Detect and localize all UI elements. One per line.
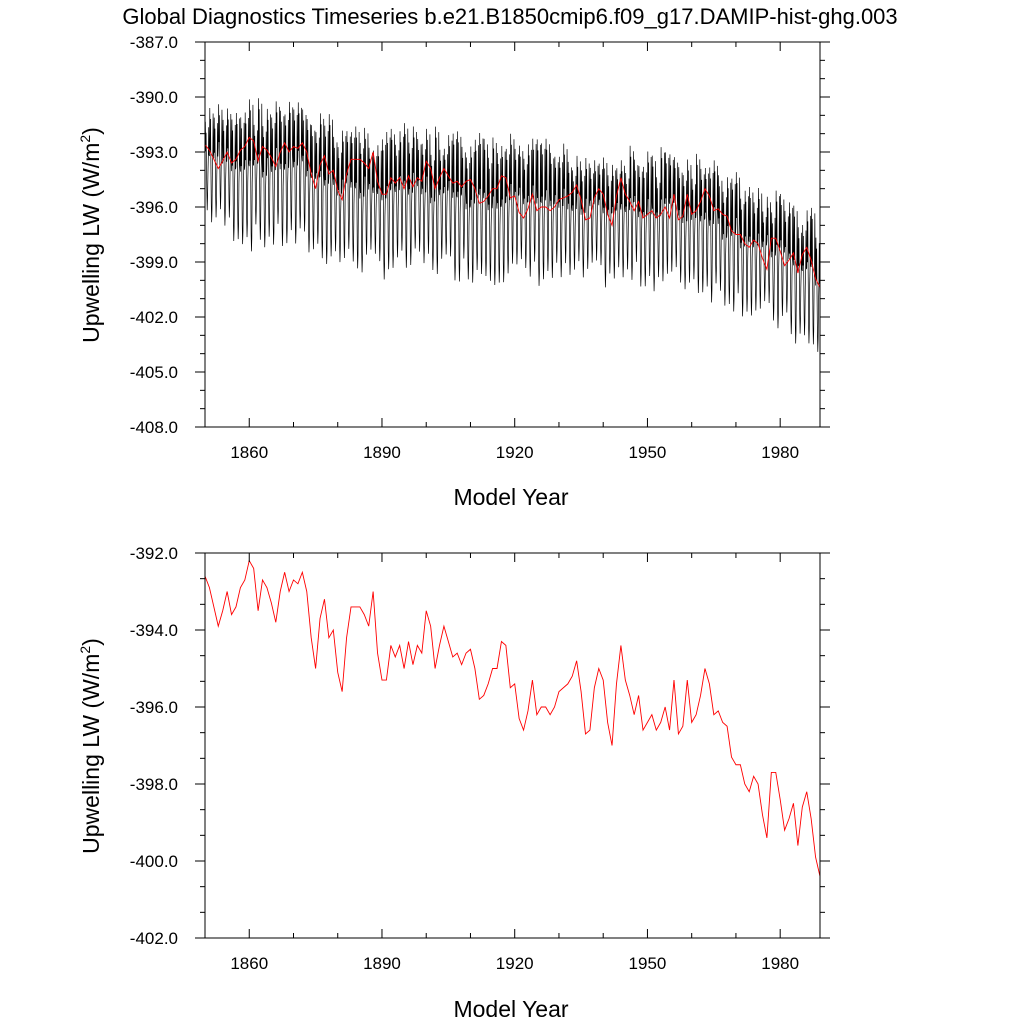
y-tick-label: -396.0 [130, 698, 178, 717]
x-tick-label: 1860 [230, 443, 268, 462]
x-tick-label: 1890 [363, 954, 401, 973]
annual-mean-series-line [205, 136, 820, 288]
bottom-panel: 1860 1890 1920 1950 1980 -392.0 -394.0 -396.0 -3… [77, 544, 830, 1022]
top-x-axis-label: Model Year [453, 484, 568, 510]
x-tick-label: 1950 [629, 954, 667, 973]
y-tick-label: -393.0 [130, 143, 178, 162]
chart-title: Global Diagnostics Timeseries b.e21.B185… [122, 4, 897, 29]
x-tick-label: 1920 [496, 443, 534, 462]
y-tick-label: -408.0 [130, 418, 178, 437]
bottom-y-axis-label: Upwelling LW (W/m2) [77, 638, 104, 854]
y-tick-label: -392.0 [130, 544, 178, 563]
monthly-series-line [205, 98, 820, 352]
x-tick-label: 1950 [629, 443, 667, 462]
bottom-axes-frame [204, 552, 821, 939]
y-tick-label: -387.0 [130, 33, 178, 52]
y-tick-label: -402.0 [130, 308, 178, 327]
bottom-x-axis-label: Model Year [453, 996, 568, 1022]
y-tick-label: -398.0 [130, 775, 178, 794]
y-tick-label: -399.0 [130, 253, 178, 272]
y-tick-label: -402.0 [130, 929, 178, 948]
x-tick-label: 1980 [761, 954, 799, 973]
y-tick-label: -390.0 [130, 88, 178, 107]
bottom-ticks: 1860 1890 1920 1950 1980 -392.0 -394.0 -396.0 -3… [130, 544, 830, 973]
top-y-axis-label: Upwelling LW (W/m2) [77, 127, 104, 343]
top-plot-area [205, 98, 820, 352]
bottom-plot-area [205, 559, 820, 877]
y-tick-label: -400.0 [130, 852, 178, 871]
x-tick-label: 1860 [230, 954, 268, 973]
y-tick-label: -405.0 [130, 363, 178, 382]
x-tick-label: 1980 [761, 443, 799, 462]
annual-mean-series-line [205, 559, 820, 877]
top-ticks: 1860 1890 1920 1950 1980 -387.0 -390.0 -393.0 -3… [130, 33, 830, 462]
top-panel: 1860 1890 1920 1950 1980 -387.0 -390.0 -393.0 -3… [77, 33, 830, 510]
y-tick-label: -396.0 [130, 198, 178, 217]
x-tick-label: 1890 [363, 443, 401, 462]
x-tick-label: 1920 [496, 954, 534, 973]
top-axes-frame [204, 41, 821, 428]
y-tick-label: -394.0 [130, 621, 178, 640]
